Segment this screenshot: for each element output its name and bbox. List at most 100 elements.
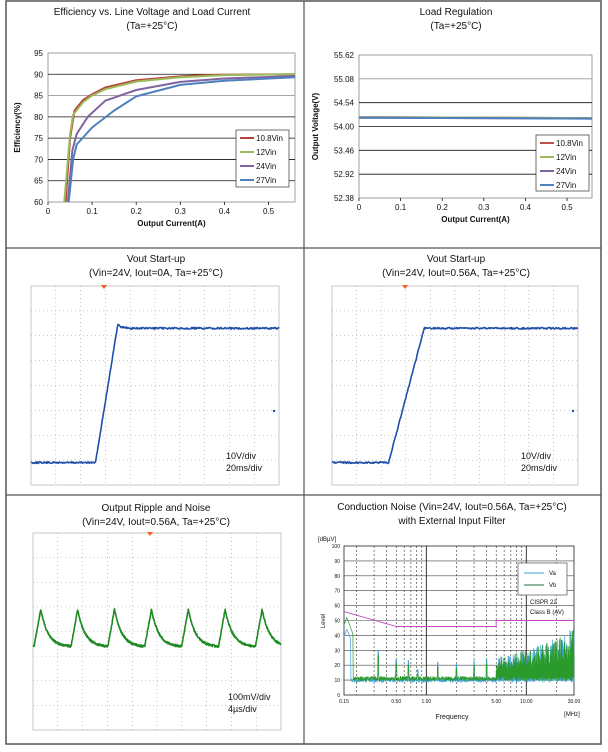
- x-tick-label: 5.00: [491, 699, 501, 705]
- scope-trace: [32, 608, 282, 649]
- ground-reference-marker: [571, 409, 575, 413]
- y-axis-label: Output Voltage(V): [311, 92, 320, 160]
- x-axis-unit: [MHz]: [564, 712, 580, 718]
- series-line-Va: [343, 629, 575, 683]
- x-tick-label: 0: [357, 203, 362, 212]
- y-tick-label: 50: [334, 619, 340, 625]
- scope-trace: [30, 323, 280, 465]
- chart-subtitle: (Vin=24V, Iout=0.56A, Ta=+25°C): [382, 268, 530, 279]
- y-tick-label: 0: [337, 693, 340, 699]
- y-axis-unit: [dBµV]: [318, 537, 336, 543]
- legend-label: 10.8Vin: [256, 134, 283, 143]
- ground-reference-marker: [272, 409, 276, 413]
- legend-label: 24Vin: [556, 167, 576, 176]
- legend-label: Vb: [549, 583, 557, 589]
- y-tick-label: 55.08: [334, 75, 355, 84]
- x-tick-label: 30.00: [568, 699, 581, 705]
- y-tick-label: 53.46: [334, 146, 355, 155]
- chart-subtitle: with External Input Filter: [397, 516, 506, 527]
- legend-label: 24Vin: [256, 162, 276, 171]
- y-tick-label: 52.38: [334, 194, 355, 203]
- y-tick-label: 65: [34, 177, 43, 186]
- y-tick-label: 90: [34, 70, 43, 79]
- series-line-24Vin: [66, 75, 296, 203]
- series-line-12Vin: [63, 73, 296, 203]
- x-axis-label: Frequency: [435, 714, 469, 721]
- y-tick-label: 70: [34, 155, 43, 164]
- y-tick-label: 20: [334, 663, 340, 669]
- chart-subtitle: (Ta=+25°C): [126, 21, 177, 32]
- x-tick-label: 0.5: [561, 203, 573, 212]
- chart-title: Conduction Noise (Vin=24V, Iout=0.56A, T…: [337, 502, 567, 513]
- limit-line-cispr22-classb: [343, 611, 574, 627]
- y-tick-label: 54.00: [334, 123, 355, 132]
- y-tick-label: 90: [334, 559, 340, 565]
- chart-efficiency: Efficiency vs. Line Voltage and Load Cur…: [13, 7, 296, 228]
- series-line-Vb: [343, 617, 575, 682]
- x-axis-label: Output Current(A): [441, 215, 510, 224]
- scope-volts-per-div: 10V/div: [226, 451, 257, 461]
- trigger-marker: [402, 285, 408, 289]
- series-line-27Vin: [358, 116, 593, 120]
- limit-label: CISPR 22: [530, 600, 557, 606]
- y-axis-label: Efficiency(%): [13, 102, 22, 153]
- chart-title: Output Ripple and Noise: [102, 503, 211, 514]
- scope-ripple: Output Ripple and Noise (Vin=24V, Iout=0.…: [32, 503, 282, 731]
- scope-time-per-div: 4µs/div: [228, 704, 257, 714]
- y-tick-label: 40: [334, 633, 340, 639]
- scope-time-per-div: 20ms/div: [521, 463, 558, 473]
- y-tick-label: 80: [34, 113, 43, 122]
- x-tick-label: 0: [46, 207, 51, 216]
- x-tick-label: 1.00: [421, 699, 431, 705]
- y-axis-label: Level: [321, 614, 327, 628]
- series-line-27Vin: [67, 76, 296, 203]
- x-tick-label: 0.4: [520, 203, 532, 212]
- legend-label: 27Vin: [556, 181, 576, 190]
- legend-label: 12Vin: [256, 148, 276, 157]
- scope-trace: [331, 326, 579, 465]
- y-tick-label: 100: [332, 544, 341, 550]
- scope-startup-0a: Vout Start-up (Vin=24V, Iout=0A, Ta=+25°C…: [30, 254, 280, 486]
- y-tick-label: 52.92: [334, 170, 355, 179]
- x-tick-label: 0.5: [263, 207, 275, 216]
- chart-conduction-noise: Conduction Noise (Vin=24V, Iout=0.56A, T…: [318, 502, 580, 721]
- chart-load-regulation: Load Regulation (Ta=+25°C) 52.38 52.92 53.46…: [311, 7, 593, 224]
- chart-title: Vout Start-up: [127, 254, 186, 265]
- y-tick-label: 75: [34, 134, 43, 143]
- legend: [517, 562, 568, 596]
- x-tick-label: 10.00: [520, 699, 533, 705]
- y-tick-label: 95: [34, 49, 43, 58]
- legend: [535, 134, 590, 192]
- legend-label: 27Vin: [256, 176, 276, 185]
- x-tick-label: 0.2: [131, 207, 143, 216]
- x-tick-label: 0.50: [391, 699, 401, 705]
- y-tick-label: 54.54: [334, 99, 355, 108]
- limit-label: Class B (AV): [530, 610, 564, 616]
- scope-volts-per-div: 10V/div: [521, 451, 552, 461]
- x-axis-label: Output Current(A): [137, 219, 206, 228]
- y-tick-label: 70: [334, 589, 340, 595]
- chart-title: Efficiency vs. Line Voltage and Load Cur…: [54, 7, 251, 18]
- x-tick-label: 0.1: [395, 203, 407, 212]
- x-tick-label: 0.4: [219, 207, 231, 216]
- chart-subtitle: (Ta=+25°C): [430, 21, 481, 32]
- scope-volts-per-div: 100mV/div: [228, 692, 271, 702]
- chart-title: Load Regulation: [420, 7, 493, 18]
- y-tick-label: 30: [334, 648, 340, 654]
- chart-subtitle: (Vin=24V, Iout=0.56A, Ta=+25°C): [82, 517, 230, 528]
- y-tick-label: 80: [334, 574, 340, 580]
- y-tick-label: 10: [334, 678, 340, 684]
- x-tick-label: 0.1: [87, 207, 99, 216]
- y-tick-label: 85: [34, 92, 43, 101]
- y-tick-label: 60: [34, 198, 43, 207]
- y-tick-label: 60: [334, 604, 340, 610]
- x-tick-label: 0.3: [478, 203, 490, 212]
- x-tick-label: 0.2: [437, 203, 449, 212]
- x-tick-label: 0.15: [339, 699, 349, 705]
- legend: [235, 129, 290, 188]
- y-tick-label: 55.62: [334, 51, 355, 60]
- legend-label: 10.8Vin: [556, 139, 583, 148]
- trigger-marker: [101, 285, 107, 289]
- chart-title: Vout Start-up: [427, 254, 486, 265]
